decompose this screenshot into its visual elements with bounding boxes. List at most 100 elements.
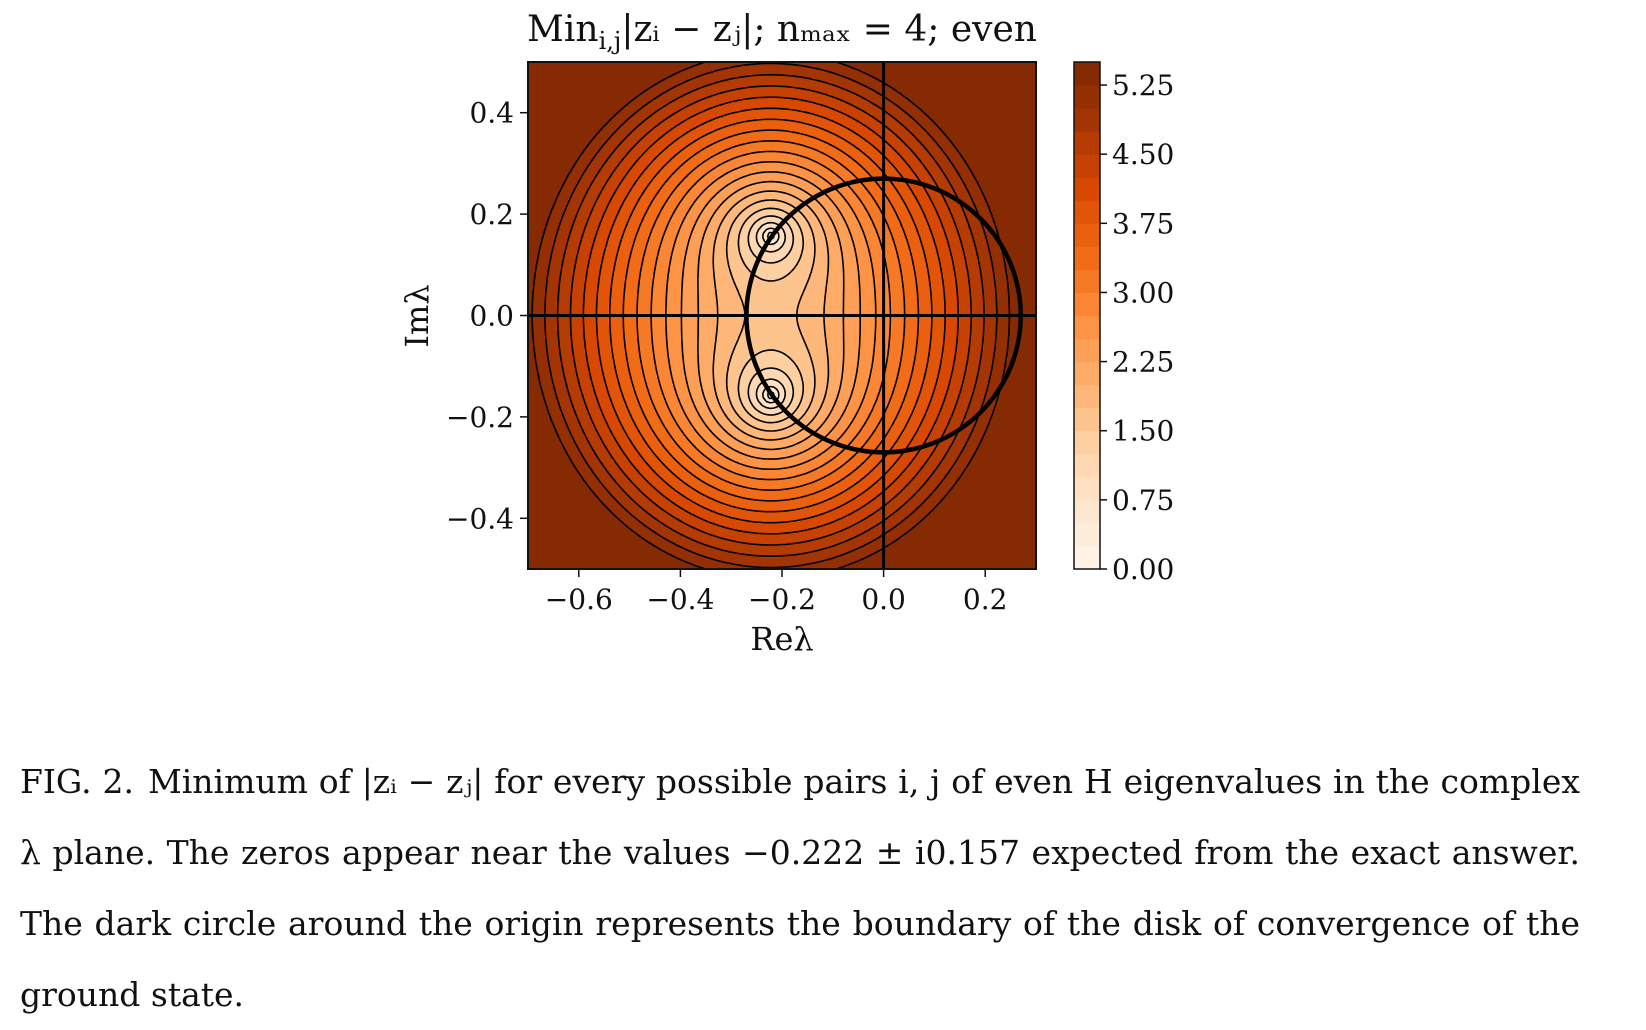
heatmap-cell [1020, 66, 1025, 71]
heatmap-cell [988, 134, 993, 139]
heatmap-cell [944, 122, 949, 127]
heatmap-cell [712, 90, 717, 95]
heatmap-cell [776, 206, 781, 211]
heatmap-cell [608, 114, 613, 119]
heatmap-cell [968, 190, 973, 195]
heatmap-cell [832, 118, 837, 123]
heatmap-cell [856, 82, 861, 87]
heatmap-cell [708, 210, 713, 215]
heatmap-cell [532, 122, 537, 127]
heatmap-cell [952, 74, 957, 79]
heatmap-cell [1016, 170, 1021, 175]
heatmap-cell [992, 94, 997, 99]
heatmap-cell [712, 134, 717, 139]
heatmap-cell [540, 146, 545, 151]
heatmap-cell [916, 70, 921, 75]
heatmap-cell [1004, 134, 1009, 139]
heatmap-cell [864, 202, 869, 207]
heatmap-cell [1000, 66, 1005, 71]
heatmap-cell [992, 102, 997, 107]
heatmap-cell [1024, 90, 1029, 95]
heatmap-cell [692, 82, 697, 87]
heatmap-cell [716, 142, 721, 147]
heatmap-cell [720, 182, 725, 187]
heatmap-cell [668, 78, 673, 83]
heatmap-cell [528, 78, 533, 83]
heatmap-cell [768, 98, 773, 103]
heatmap-cell [536, 98, 541, 103]
heatmap-cell [868, 194, 873, 199]
heatmap-cell [1004, 138, 1009, 143]
heatmap-cell [900, 62, 905, 67]
heatmap-cell [988, 194, 993, 199]
heatmap-cell [536, 202, 541, 207]
heatmap-cell [656, 186, 661, 191]
heatmap-cell [968, 106, 973, 111]
heatmap-cell [788, 178, 793, 183]
heatmap-cell [680, 194, 685, 199]
heatmap-cell [564, 150, 569, 155]
heatmap-cell [536, 178, 541, 183]
heatmap-cell [932, 142, 937, 147]
heatmap-cell [1024, 62, 1029, 67]
heatmap-cell [712, 130, 717, 135]
heatmap-cell [608, 182, 613, 187]
heatmap-cell [592, 90, 597, 95]
heatmap-cell [908, 82, 913, 87]
heatmap-cell [660, 198, 665, 203]
heatmap-cell [1020, 142, 1025, 147]
heatmap-cell [784, 98, 789, 103]
heatmap-cell [1000, 162, 1005, 167]
heatmap-cell [812, 98, 817, 103]
heatmap-cell [852, 198, 857, 203]
heatmap-cell [832, 78, 837, 83]
heatmap-cell [624, 122, 629, 127]
heatmap-cell [764, 90, 769, 95]
heatmap-cell [552, 106, 557, 111]
heatmap-cell [972, 194, 977, 199]
heatmap-cell [944, 194, 949, 199]
heatmap-cell [1020, 202, 1025, 207]
heatmap-cell [584, 182, 589, 187]
heatmap-cell [948, 62, 953, 67]
heatmap-cell [640, 138, 645, 143]
heatmap-cell [980, 154, 985, 159]
heatmap-cell [576, 202, 581, 207]
heatmap-cell [1004, 206, 1009, 211]
heatmap-cell [768, 162, 773, 167]
heatmap-cell [740, 138, 745, 143]
heatmap-cell [568, 66, 573, 71]
heatmap-cell [672, 186, 677, 191]
heatmap-cell [668, 66, 673, 71]
heatmap-cell [852, 122, 857, 127]
heatmap-cell [560, 166, 565, 171]
heatmap-cell [832, 142, 837, 147]
heatmap-cell [800, 130, 805, 135]
heatmap-cell [664, 134, 669, 139]
heatmap-cell [924, 142, 929, 147]
heatmap-cell [980, 98, 985, 103]
heatmap-cell [1016, 70, 1021, 75]
heatmap-cell [588, 130, 593, 135]
heatmap-cell [712, 142, 717, 147]
heatmap-cell [868, 70, 873, 75]
heatmap-cell [680, 122, 685, 127]
heatmap-cell [696, 158, 701, 163]
heatmap-cell [816, 118, 821, 123]
heatmap-cell [832, 62, 837, 67]
heatmap-cell [696, 218, 701, 223]
heatmap-cell [944, 158, 949, 163]
heatmap-cell [904, 66, 909, 71]
heatmap-cell [800, 190, 805, 195]
heatmap-cell [576, 174, 581, 179]
heatmap-cell [720, 66, 725, 71]
heatmap-cell [708, 98, 713, 103]
heatmap-cell [556, 158, 561, 163]
heatmap-cell [532, 66, 537, 71]
heatmap-cell [924, 62, 929, 67]
heatmap-cell [552, 94, 557, 99]
heatmap-cell [740, 102, 745, 107]
heatmap-cell [764, 166, 769, 171]
heatmap-cell [976, 114, 981, 119]
heatmap-cell [696, 198, 701, 203]
